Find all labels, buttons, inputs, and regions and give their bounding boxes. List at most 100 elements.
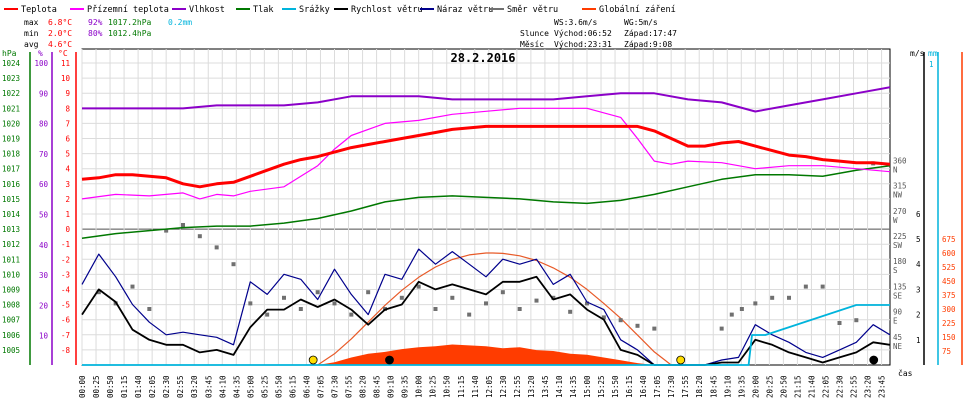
hpa-tick: 1021 — [2, 104, 20, 113]
wind-direction-point — [164, 228, 169, 233]
temp-tick: -2 — [61, 255, 70, 264]
pct-tick: 60 — [39, 180, 49, 189]
x-tick-label: 20:25 — [765, 375, 774, 398]
legend-label: Globální záření — [599, 5, 676, 15]
x-tick-label: 09:10 — [387, 375, 396, 398]
temp-tick: 2 — [65, 195, 70, 204]
wind-direction-point — [349, 312, 354, 317]
x-tick-label: 21:40 — [807, 375, 816, 398]
moonset-marker — [385, 355, 394, 365]
stats-label: min — [24, 29, 39, 38]
hpa-tick: 1020 — [2, 119, 21, 128]
x-tick-label: 22:55 — [850, 375, 859, 398]
legend-label: Teplota — [21, 5, 57, 15]
x-tick-label: 07:30 — [331, 375, 340, 398]
x-tick-label: 17:30 — [667, 375, 676, 398]
x-tick-label: 22:05 — [821, 375, 830, 398]
wind-direction-point — [770, 295, 775, 300]
direction-tick: N — [893, 165, 898, 174]
x-tick-label: 05:25 — [260, 375, 269, 398]
x-tick-label: 01:40 — [134, 375, 143, 398]
x-tick-label: 00:25 — [92, 375, 101, 398]
pct-tick: 50 — [39, 211, 49, 220]
temp-tick: 9 — [65, 89, 70, 98]
wind-direction-point — [534, 298, 539, 303]
wind-direction-point — [517, 307, 522, 311]
stats-label: max — [24, 18, 39, 27]
grid-lines — [81, 49, 890, 365]
wind-direction-point — [484, 301, 488, 306]
hpa-tick: 1006 — [2, 331, 21, 340]
hpa-tick: 1005 — [2, 346, 20, 355]
plot-frame — [81, 48, 891, 366]
wind-direction-point — [729, 312, 734, 317]
chart-title: 28.2.2016 — [450, 51, 515, 65]
x-tick-label: 13:45 — [541, 375, 550, 398]
temp-tick: -4 — [61, 286, 71, 295]
direction-tick: 270 — [893, 207, 907, 216]
hpa-tick: 1022 — [2, 89, 20, 98]
wind-direction-point — [719, 326, 724, 331]
hpa-tick: 1019 — [2, 135, 20, 144]
wind-direction-point — [315, 290, 320, 295]
series-layer — [81, 86, 891, 366]
direction-tick: NW — [893, 191, 903, 200]
x-tick-label: 12:55 — [513, 375, 522, 398]
x-tick-label: 15:50 — [611, 375, 620, 398]
temp-tick: 5 — [65, 150, 70, 159]
wind-direction-point — [467, 312, 472, 317]
x-tick-label: 20:50 — [779, 375, 788, 398]
x-tick-label: 10:25 — [429, 375, 438, 398]
x-tick-label: 06:15 — [288, 375, 297, 398]
stats-temp: 4.6°C — [48, 40, 72, 49]
wind-gust-info: WG:5m/s — [624, 18, 658, 27]
wind-direction-point — [803, 284, 808, 289]
wind-direction-point — [231, 262, 236, 267]
direction-tick: 45 — [893, 333, 902, 342]
stats-humidity: 92% — [88, 18, 103, 27]
hpa-tick: 1024 — [2, 59, 21, 68]
temp-tick: -1 — [61, 240, 70, 249]
x-tick-label: 08:45 — [373, 375, 382, 398]
direction-tick: 360 — [893, 156, 907, 165]
wind-direction-point — [332, 301, 337, 306]
x-tick-label: 16:15 — [625, 375, 634, 398]
wind-direction-point — [416, 284, 421, 289]
pct-axis-label: % — [38, 49, 43, 58]
legend-label: Srážky — [299, 5, 330, 15]
wind-direction-point — [753, 301, 758, 306]
radiation-area — [317, 344, 655, 365]
x-tick-label: 02:05 — [148, 375, 157, 398]
hpa-tick: 1012 — [2, 240, 20, 249]
sunrise-info: Východ:06:52 — [554, 29, 612, 38]
hpa-tick: 1007 — [2, 316, 20, 325]
hpa-tick: 1013 — [2, 225, 20, 234]
x-tick-label: 17:05 — [653, 375, 662, 398]
x-tick-label: 00:00 — [78, 375, 87, 398]
wm2-tick: 150 — [942, 333, 956, 342]
temp-axis-label: °C — [58, 49, 68, 58]
pct-tick: 40 — [39, 241, 49, 250]
direction-tick: W — [893, 216, 898, 225]
wm2-tick: 525 — [942, 263, 956, 272]
pct-tick: 80 — [39, 120, 49, 129]
ground-temperature-line — [81, 107, 891, 200]
x-tick-label: 04:35 — [232, 375, 241, 398]
moonrise-marker — [869, 355, 879, 365]
x-tick-label: 02:55 — [176, 375, 185, 398]
temp-tick: 11 — [61, 59, 70, 68]
direction-tick: 180 — [893, 257, 907, 266]
temp-tick: -8 — [61, 346, 71, 355]
x-axis-label: čas — [898, 368, 913, 378]
x-tick-label: 09:35 — [401, 375, 410, 398]
hpa-tick: 1018 — [2, 150, 21, 159]
hpa-tick: 1010 — [2, 270, 21, 279]
wind-gust-line — [81, 248, 891, 366]
x-tick-label: 14:10 — [555, 375, 564, 398]
moonset-info: Západ:9:08 — [624, 40, 672, 49]
temp-tick: 0 — [65, 225, 70, 234]
legend-label: Vlhkost — [189, 5, 225, 15]
wind-speed-line — [81, 275, 891, 366]
x-tick-label: 23:20 — [864, 375, 873, 398]
wind-direction-point — [214, 245, 219, 250]
